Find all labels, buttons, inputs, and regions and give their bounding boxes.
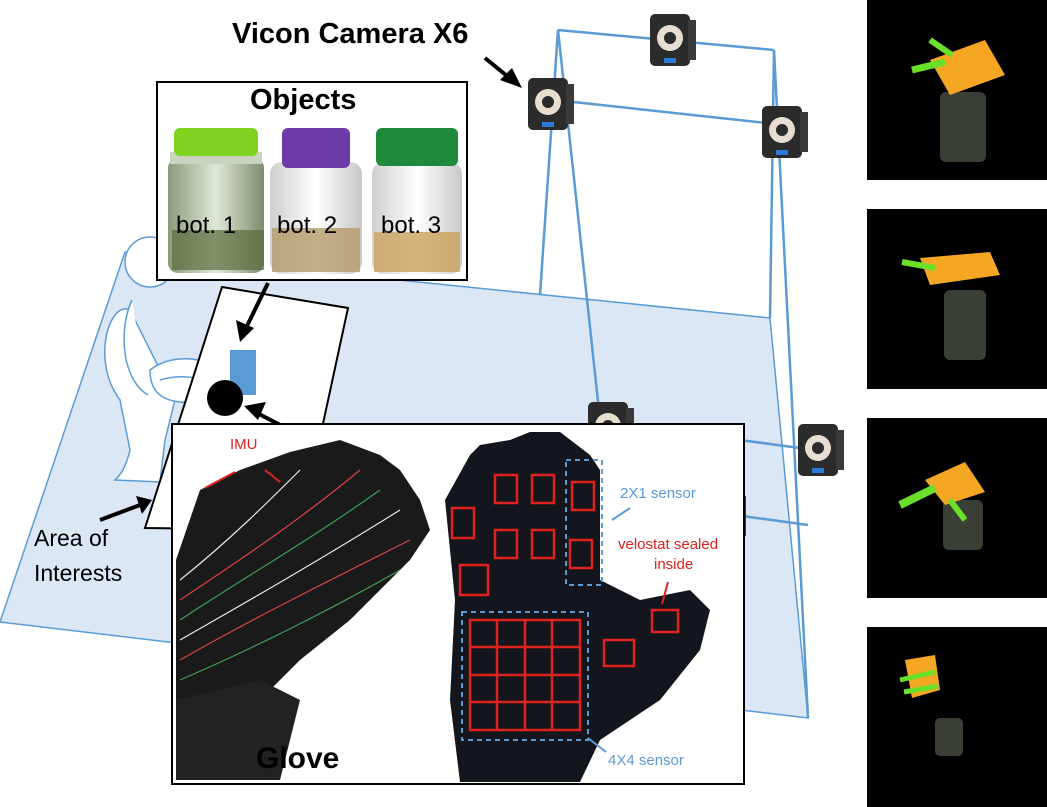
bottle-icon (168, 128, 462, 274)
glove-title: Glove (256, 742, 340, 775)
bottle-1-label: bot. 1 (176, 212, 237, 239)
hand-marker (207, 380, 243, 416)
area-label-line1: Area of (34, 525, 109, 551)
velostat-label-line2: inside (654, 556, 694, 573)
area-label-line2: Interests (34, 560, 123, 586)
arrow-icon (99, 56, 522, 522)
camera-label: Vicon Camera X6 (232, 18, 469, 50)
objects-title: Objects (250, 84, 357, 116)
glove-icon (176, 432, 710, 782)
hand-model-icon (867, 0, 1047, 807)
velostat-label-line1: velostat sealed (618, 536, 719, 553)
sensor-4x4-label: 4X4 sensor (608, 752, 684, 769)
bottle-2-label: bot. 2 (277, 212, 338, 239)
bottle-3-label: bot. 3 (381, 212, 442, 239)
imu-label: IMU (230, 436, 258, 453)
sensor-2x1-label: 2X1 sensor (620, 485, 696, 502)
